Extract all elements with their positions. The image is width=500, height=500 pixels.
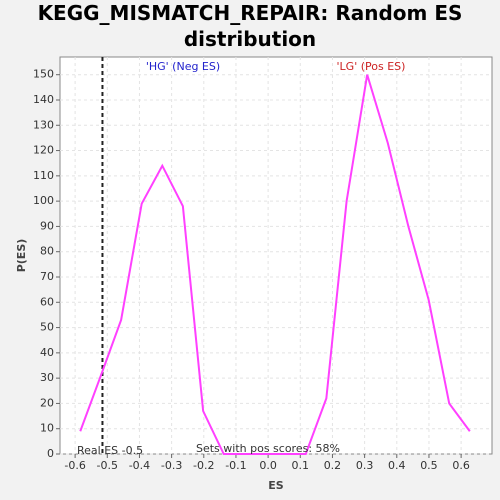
x-tick-label: -0.1 (225, 459, 246, 472)
line (79, 74, 471, 455)
x-tick-label: 0.2 (324, 459, 342, 472)
x-axis-label: ES (268, 479, 284, 492)
annotation: Sets with pos scores: 58% (196, 442, 340, 455)
plot-area (59, 56, 493, 455)
y-tick-label: 70 (40, 270, 54, 283)
x-tick-label: 0.5 (420, 459, 438, 472)
x-tick-label: 0.0 (259, 459, 277, 472)
y-tick-label: 130 (33, 118, 54, 131)
annotation: 'HG' (Neg ES) (146, 60, 220, 73)
y-tick-label: 0 (47, 447, 54, 460)
x-tick-label: 0.6 (452, 459, 470, 472)
x-tick-label: 0.4 (388, 459, 406, 472)
y-tick-label: 150 (33, 68, 54, 81)
y-tick-label: 110 (33, 169, 54, 182)
y-tick-label: 100 (33, 194, 54, 207)
y-tick-label: 40 (40, 346, 54, 359)
y-tick-label: 50 (40, 321, 54, 334)
y-tick-label: 30 (40, 371, 54, 384)
y-tick-label: 90 (40, 219, 54, 232)
x-tick-label: 0.1 (292, 459, 310, 472)
y-tick-label: 80 (40, 245, 54, 258)
x-tick-label: -0.3 (161, 459, 182, 472)
annotation: Real ES -0.5 (77, 444, 143, 457)
y-axis-label: P(ES) (15, 239, 28, 273)
y-tick-label: 10 (40, 422, 54, 435)
chart-title: KEGG_MISMATCH_REPAIR: Random ES distribu… (37, 1, 463, 51)
x-tick-label: -0.4 (129, 459, 150, 472)
annotation: 'LG' (Pos ES) (337, 60, 406, 73)
y-tick-label: 60 (40, 295, 54, 308)
y-tick-label: 20 (40, 396, 54, 409)
y-tick-label: 120 (33, 144, 54, 157)
y-tick-label: 140 (33, 93, 54, 106)
x-tick-label: 0.3 (356, 459, 374, 472)
x-tick-label: -0.6 (64, 459, 85, 472)
x-tick-label: -0.5 (97, 459, 118, 472)
x-tick-label: -0.2 (193, 459, 214, 472)
